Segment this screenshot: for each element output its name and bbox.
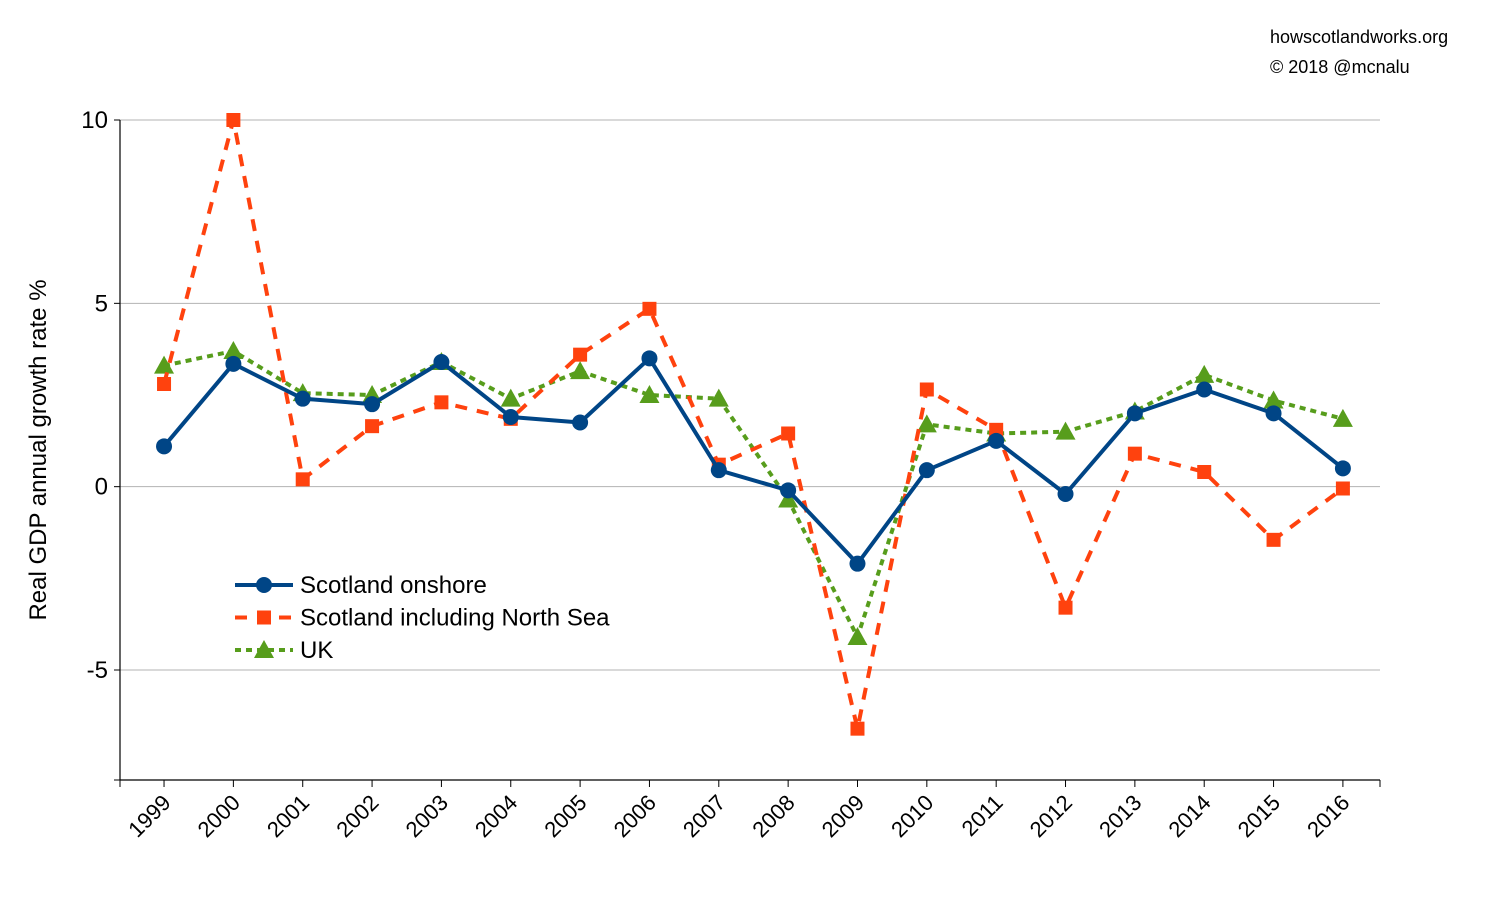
x-tick-label: 2002 [331,790,383,842]
data-point [780,482,797,499]
data-point [710,462,727,479]
legend-label: Scotland including North Sea [300,605,610,632]
data-point [500,388,521,407]
legend-label: UK [300,637,333,664]
x-tick-label: 2010 [886,790,938,842]
x-tick-label: 2013 [1094,790,1146,842]
data-point [294,390,311,407]
data-point [225,355,242,372]
x-tick-label: 2011 [957,790,1008,841]
data-point [847,627,868,645]
x-tick-label: 2007 [678,790,730,842]
x-tick-label: 2012 [1025,790,1077,842]
data-point [1127,446,1142,461]
data-point [1265,405,1282,422]
legend-marker [256,577,272,593]
data-point [778,489,799,508]
data-point [1196,381,1213,398]
data-point [639,385,660,403]
data-point [226,113,241,127]
data-point [434,395,449,410]
data-point [781,426,796,441]
data-point [916,414,937,433]
x-tick-label: 2004 [470,790,522,842]
series-triangle [154,341,1353,645]
legend-marker [257,610,271,625]
data-point [1194,364,1215,383]
data-point [572,414,589,431]
data-point [1197,465,1212,479]
data-point [849,555,866,572]
data-point [1334,460,1351,477]
x-tick-label: 2016 [1302,790,1354,842]
series-line [162,118,1345,731]
credit-site: howscotlandworks.org [1270,27,1449,47]
y-axis-label: Real GDP annual growth rate % [25,279,52,620]
gridlines [120,119,1380,671]
data-point [295,472,310,487]
data-point [1055,421,1076,440]
data-point [919,382,934,397]
x-tick-label: 2001 [262,790,314,842]
data-point [156,438,173,455]
series-layer [154,113,1353,736]
data-point [641,350,658,367]
legend: Scotland onshore Scotland including North… [235,572,610,664]
legend-marker [254,640,274,658]
series-square [157,113,1350,736]
data-point [570,361,591,380]
data-point [1332,408,1353,427]
data-point [154,355,175,374]
data-point [988,432,1005,449]
axes: 10 5 0 -5 1999 2000 2001 2002 2003 2004 2005 2006 20… [25,107,1381,842]
x-tick-label: 2006 [609,790,661,842]
series-line [163,349,1344,639]
data-point [157,377,172,391]
series-line [162,356,1345,566]
data-point [1263,390,1284,409]
data-point [1058,600,1073,615]
data-point [850,721,865,736]
x-tick-label: 2009 [817,790,869,842]
data-point [1335,481,1350,496]
data-point [223,341,244,359]
data-point [1057,486,1074,502]
y-tick-label: 5 [95,290,108,317]
data-point [364,396,381,413]
data-point [708,388,729,407]
y-tick-label: 10 [81,107,108,134]
x-tick-label: 1999 [123,790,175,842]
y-tick-label: 0 [95,474,108,501]
credit-copyright: © 2018 @mcnalu [1270,57,1410,77]
x-tick-label: 2008 [747,790,799,842]
data-point [433,354,450,370]
x-tick-label: 2005 [539,790,591,842]
x-tick-label: 2000 [193,790,245,842]
legend-label: Scotland onshore [300,572,487,599]
x-tick-label: 2014 [1163,790,1215,842]
series-circle [156,350,1351,572]
data-point [365,419,380,434]
x-tick-label: 2003 [401,790,453,842]
data-point [989,422,1004,437]
y-tick-label: -5 [87,657,108,684]
data-point [1126,405,1143,422]
data-point [918,462,935,479]
x-tick-label: 2015 [1233,790,1285,842]
data-point [573,347,588,362]
data-point [502,409,519,425]
credits: howscotlandworks.org © 2018 @mcnalu [1270,22,1448,82]
data-point [642,301,657,316]
data-point [1266,532,1281,547]
